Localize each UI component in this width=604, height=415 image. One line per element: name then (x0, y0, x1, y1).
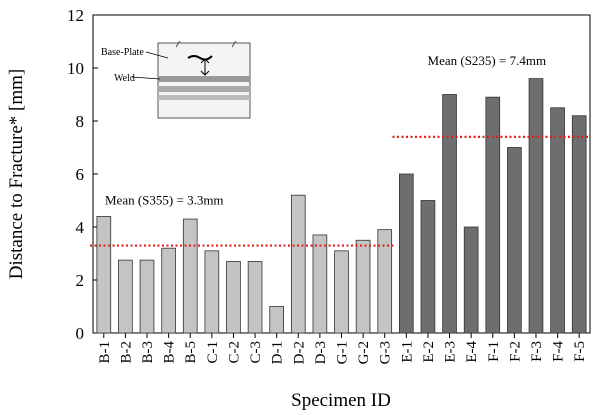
mean-annotation: Mean (S355) = 3.3mm (105, 193, 224, 208)
x-tick-label: D-3 (313, 341, 329, 364)
x-tick-label: D-2 (291, 341, 307, 364)
mean-annotation: Mean (S235) = 7.4mm (428, 53, 547, 68)
x-tick-label: E-4 (464, 341, 480, 363)
bar (204, 250, 220, 334)
x-tick-label: F-3 (529, 341, 545, 362)
x-tick-label: B-1 (97, 341, 113, 364)
bar (161, 247, 176, 334)
y-tick-label: 4 (76, 218, 85, 237)
bar (463, 226, 479, 334)
bar (442, 94, 457, 334)
bar (290, 194, 306, 334)
y-tick-label: 0 (76, 324, 85, 343)
x-tick-label: G-1 (335, 341, 351, 364)
bar (571, 115, 587, 334)
inset-diagram: Base-Plate Weld (101, 40, 251, 119)
y-tick-label: 12 (67, 6, 84, 25)
x-tick-label: C-2 (226, 341, 242, 364)
y-tick-label: 10 (67, 59, 84, 78)
x-tick-label: G-3 (378, 341, 394, 364)
inset-label: Weld (114, 73, 135, 84)
y-tick-label: 8 (76, 112, 85, 131)
bar (182, 218, 198, 334)
y-tick-label: 2 (76, 271, 85, 290)
bar (139, 259, 155, 334)
bar (377, 229, 393, 334)
x-tick-label: F-1 (486, 341, 502, 362)
bar (507, 147, 522, 334)
bar (399, 173, 414, 334)
bar (118, 259, 133, 334)
x-tick-label: B-3 (140, 341, 156, 364)
x-tick-label: D-1 (270, 341, 286, 364)
x-tick-label: F-5 (572, 341, 588, 362)
x-axis-label: Specimen ID (291, 390, 391, 411)
x-tick-label: G-2 (356, 341, 372, 364)
bar (485, 96, 501, 334)
y-axis-label: Distance to Fracture* [mm] (6, 69, 27, 280)
bar (247, 261, 263, 334)
inset-label: Base-Plate (101, 47, 144, 58)
bar (334, 250, 349, 334)
x-tick-label: F-4 (551, 341, 567, 362)
x-tick-label: C-1 (205, 341, 221, 364)
x-tick-label: F-2 (507, 341, 523, 362)
y-tick-label: 6 (76, 165, 85, 184)
x-tick-label: B-2 (118, 341, 134, 364)
bar (550, 107, 565, 334)
bar (269, 306, 284, 334)
x-tick-label: E-3 (443, 341, 459, 363)
bar (355, 239, 371, 334)
x-tick-label: E-1 (399, 341, 415, 363)
x-tick-label: B-5 (183, 341, 199, 364)
x-tick-label: C-3 (248, 341, 264, 364)
x-tick-label: B-4 (162, 341, 178, 364)
x-tick-label: E-2 (421, 341, 437, 363)
bar (226, 261, 241, 334)
bar (528, 78, 544, 334)
bar (312, 234, 328, 334)
bar (420, 200, 436, 334)
bar (96, 215, 112, 334)
